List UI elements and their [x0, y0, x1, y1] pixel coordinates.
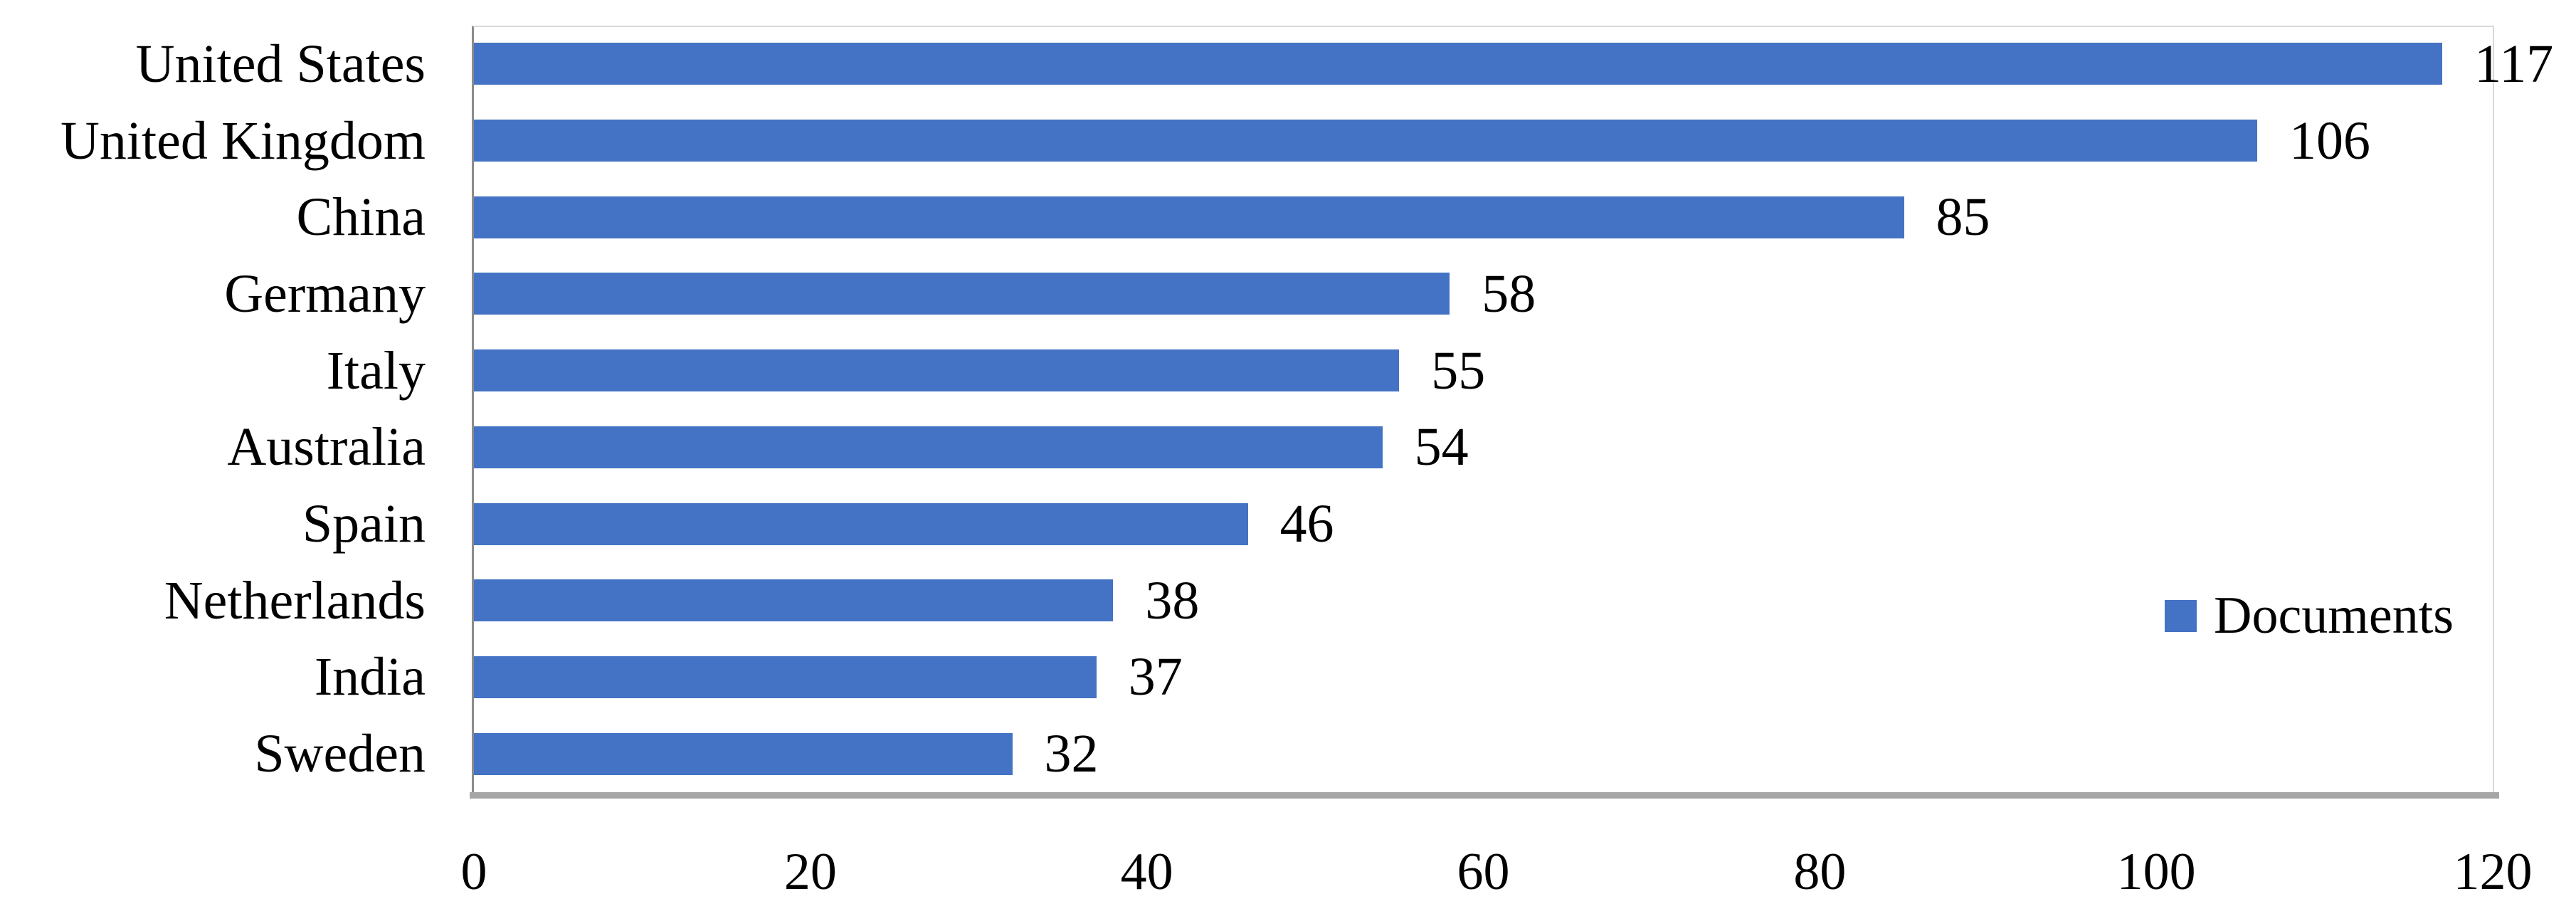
legend-label: Documents — [2214, 586, 2454, 645]
category-label: United Kingdom — [60, 110, 426, 171]
bar — [474, 732, 1013, 775]
value-label: 58 — [1482, 263, 1536, 324]
category-label: Italy — [326, 340, 426, 401]
value-label: 55 — [1431, 340, 1486, 401]
bar — [474, 656, 1097, 698]
value-label: 37 — [1128, 647, 1183, 707]
value-label: 106 — [2289, 110, 2371, 171]
category-label: Spain — [302, 494, 426, 554]
category-label: India — [314, 647, 426, 707]
legend-swatch — [2165, 599, 2197, 632]
category-label: Sweden — [254, 724, 426, 784]
value-label: 117 — [2474, 33, 2554, 94]
category-label: Germany — [224, 263, 426, 324]
bar — [474, 273, 1450, 315]
category-label: China — [296, 187, 426, 248]
value-label: 46 — [1279, 494, 1334, 554]
value-label: 38 — [1145, 570, 1200, 631]
bar — [474, 43, 2443, 85]
plot-area — [472, 26, 2494, 794]
value-label: 54 — [1414, 417, 1469, 478]
x-tick-label: 60 — [1457, 843, 1510, 901]
category-label: United States — [135, 33, 426, 94]
bar — [474, 502, 1248, 545]
x-tick-label: 120 — [2453, 843, 2533, 901]
x-tick-label: 80 — [1793, 843, 1847, 901]
bar — [474, 196, 1904, 238]
bar — [474, 349, 1400, 392]
x-tick-label: 100 — [2116, 843, 2196, 901]
x-axis-line — [470, 792, 2499, 799]
x-tick-label: 0 — [460, 843, 487, 901]
bar — [474, 579, 1114, 622]
category-label: Netherlands — [164, 570, 426, 631]
value-label: 85 — [1936, 187, 1990, 248]
legend: Documents — [2165, 589, 2454, 642]
bar — [474, 120, 2258, 162]
value-label: 32 — [1044, 724, 1099, 784]
category-label: Australia — [227, 417, 426, 478]
x-tick-label: 20 — [783, 843, 837, 901]
x-tick-label: 40 — [1120, 843, 1173, 901]
bar — [474, 426, 1383, 468]
